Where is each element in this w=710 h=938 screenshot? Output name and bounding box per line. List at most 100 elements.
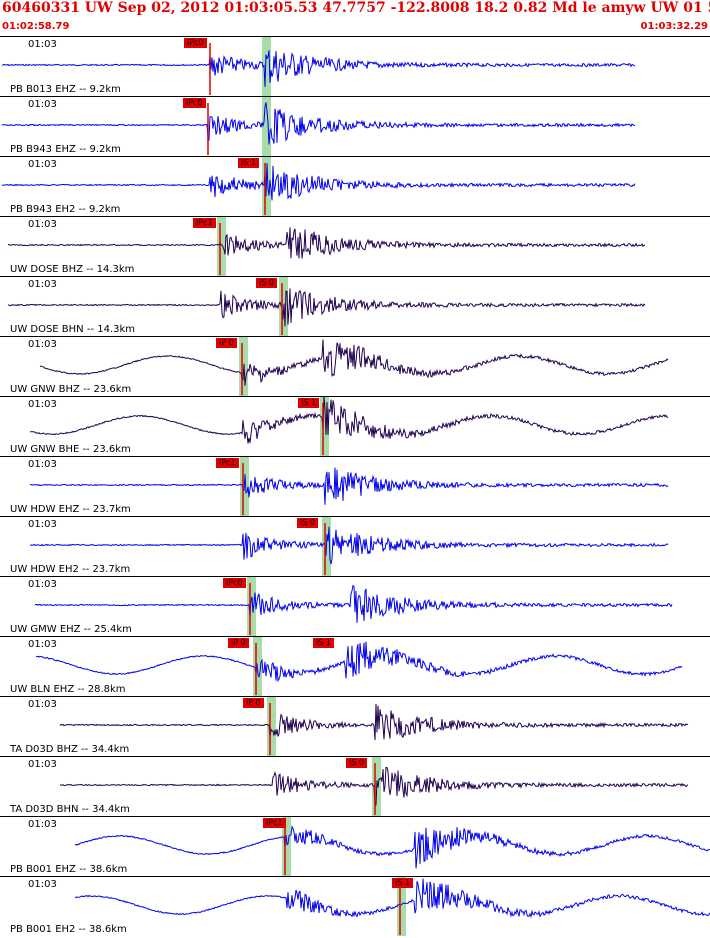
phase-pick-label[interactable]: iS 1 xyxy=(238,158,259,168)
trace-panel: 01:03 iPc1 UW DOSE BHZ -- 14.3km xyxy=(0,216,710,276)
trace-panel: 01:03 iS 1 PB B943 EH2 -- 9.2km xyxy=(0,156,710,216)
time-tick-label: 01:03 xyxy=(28,39,57,50)
phase-pick-label[interactable]: iPc1 xyxy=(216,458,239,468)
arrival-window xyxy=(282,817,291,876)
time-tick-label: 01:03 xyxy=(28,459,57,470)
waveform-trace xyxy=(74,825,710,869)
waveform-trace xyxy=(34,584,673,623)
station-label: UW HDW EH2 -- 23.7km xyxy=(10,564,131,575)
waveform-plot xyxy=(1,37,636,96)
waveform-plot xyxy=(39,337,669,396)
phase-pick-label[interactable]: iS 1 xyxy=(392,878,413,888)
phase-pick-label[interactable]: iS 0 xyxy=(346,758,367,768)
waveform-plot xyxy=(7,217,646,276)
phase-pick-label[interactable]: iP 0 xyxy=(243,698,264,708)
station-label: UW DOSE BHZ -- 14.3km xyxy=(10,264,135,275)
station-label: UW DOSE BHN -- 14.3km xyxy=(10,324,136,335)
time-end: 01:03:32.29 xyxy=(640,21,708,32)
station-label: UW GMW EHZ -- 25.4km xyxy=(10,624,132,635)
phase-pick-label[interactable]: iS 0 xyxy=(297,518,318,528)
time-tick-label: 01:03 xyxy=(28,339,57,350)
trace-panel: 01:03 iPc1 PB B001 EHZ -- 38.6km xyxy=(0,816,710,876)
waveform-trace xyxy=(59,703,689,741)
waveform-plot xyxy=(7,277,646,336)
time-tick-label: 01:03 xyxy=(28,819,57,830)
trace-panel: 01:03 iP 0 iS 1 UW BLN EHZ -- 28.8km xyxy=(0,636,710,696)
phase-pick-label[interactable]: iPc1 xyxy=(263,818,286,828)
seismogram-panels: 01:03 iPc0 PB B013 EHZ -- 9.2km 01:03 iPc0 PB… xyxy=(0,36,710,938)
trace-panel: 01:03 iP 0 TA D03D BHZ -- 34.4km xyxy=(0,696,710,756)
waveform-trace xyxy=(36,641,683,683)
trace-panel: 01:03 iS 1 UW GNW BHE -- 23.6km xyxy=(0,396,710,456)
time-tick-label: 01:03 xyxy=(28,279,57,290)
trace-panel: 01:03 iS 0 UW HDW EH2 -- 23.7km xyxy=(0,516,710,576)
time-tick-label: 01:03 xyxy=(28,759,57,770)
phase-pick-label[interactable]: iPc0 xyxy=(223,578,246,588)
trace-panel: 01:03 iPc0 PB B013 EHZ -- 9.2km xyxy=(0,36,710,96)
arrival-window xyxy=(267,697,276,756)
phase-pick-label[interactable]: iPc1 xyxy=(193,218,216,228)
station-label: UW HDW EHZ -- 23.7km xyxy=(10,504,131,515)
waveform-plot xyxy=(1,157,636,216)
arrival-window xyxy=(262,37,271,96)
time-tick-label: 01:03 xyxy=(28,519,57,530)
trace-panel: 01:03 iPc0 PB B943 EHZ -- 9.2km xyxy=(0,96,710,156)
trace-panel: 01:03 iPc1 UW HDW EHZ -- 23.7km xyxy=(0,456,710,516)
phase-pick-label[interactable]: iS 1 xyxy=(313,638,334,648)
station-label: PB B001 EH2 -- 38.6km xyxy=(10,924,127,935)
time-tick-label: 01:03 xyxy=(28,159,57,170)
arrival-window xyxy=(397,877,406,936)
waveform-plot xyxy=(34,577,673,636)
waveform-trace xyxy=(7,288,646,327)
waveform-plot xyxy=(1,97,636,156)
station-label: PB B001 EHZ -- 38.6km xyxy=(10,864,128,875)
event-title: 60460331 UW Sep 02, 2012 01:03:05.53 47.… xyxy=(2,0,710,16)
time-start: 01:02:58.79 xyxy=(2,21,70,32)
station-label: TA D03D BHN -- 34.4km xyxy=(10,804,130,815)
station-label: TA D03D BHZ -- 34.4km xyxy=(10,744,130,755)
waveform-plot xyxy=(29,517,669,576)
arrival-window xyxy=(247,577,256,636)
time-tick-label: 01:03 xyxy=(28,579,57,590)
time-tick-label: 01:03 xyxy=(28,399,57,410)
time-tick-label: 01:03 xyxy=(28,99,57,110)
station-label: UW BLN EHZ -- 28.8km xyxy=(10,684,126,695)
time-tick-label: 01:03 xyxy=(28,879,57,890)
phase-pick-label[interactable]: iS 1 xyxy=(298,398,319,408)
trace-panel: 01:03 iP 0 UW GNW BHZ -- 23.6km xyxy=(0,336,710,396)
waveform-trace xyxy=(39,339,669,386)
trace-panel: 01:03 iPc0 UW GMW EHZ -- 25.4km xyxy=(0,576,710,636)
waveform-plot xyxy=(36,637,683,696)
station-label: PB B943 EHZ -- 9.2km xyxy=(10,144,121,155)
station-label: UW GNW BHE -- 23.6km xyxy=(10,444,131,455)
time-tick-label: 01:03 xyxy=(28,219,57,230)
arrival-window xyxy=(262,97,271,156)
phase-pick-label[interactable]: iPc0 xyxy=(183,98,206,108)
waveform-plot xyxy=(30,457,669,516)
waveform-trace xyxy=(29,526,669,565)
time-tick-label: 01:03 xyxy=(28,639,57,650)
phase-pick-label[interactable]: iP 0 xyxy=(228,638,249,648)
station-label: PB B943 EH2 -- 9.2km xyxy=(10,204,121,215)
station-label: PB B013 EHZ -- 9.2km xyxy=(10,84,121,95)
trace-panel: 01:03 iS 0 UW DOSE BHN -- 14.3km xyxy=(0,276,710,336)
waveform-trace xyxy=(7,227,646,259)
phase-pick-label[interactable]: iPc0 xyxy=(184,38,207,48)
waveform-plot xyxy=(29,397,669,456)
phase-pick-label[interactable]: iS 0 xyxy=(256,278,277,288)
station-label: UW GNW BHZ -- 23.6km xyxy=(10,384,132,395)
waveform-plot xyxy=(59,697,689,756)
arrival-window xyxy=(217,217,226,276)
waveform-trace xyxy=(74,878,710,919)
waveform-trace xyxy=(30,467,669,505)
waveform-plot xyxy=(74,877,710,936)
waveform-trace xyxy=(1,102,636,145)
trace-panel: 01:03 iS 1 PB B001 EH2 -- 38.6km xyxy=(0,876,710,936)
waveform-plot xyxy=(59,757,689,816)
plot-header: 60460331 UW Sep 02, 2012 01:03:05.53 47.… xyxy=(0,0,710,36)
trace-panel: 01:03 iS 0 TA D03D BHN -- 34.4km xyxy=(0,756,710,816)
phase-pick-label[interactable]: iP 0 xyxy=(216,338,237,348)
waveform-plot xyxy=(74,817,710,876)
arrival-window xyxy=(320,397,329,456)
waveform-trace xyxy=(1,163,636,201)
